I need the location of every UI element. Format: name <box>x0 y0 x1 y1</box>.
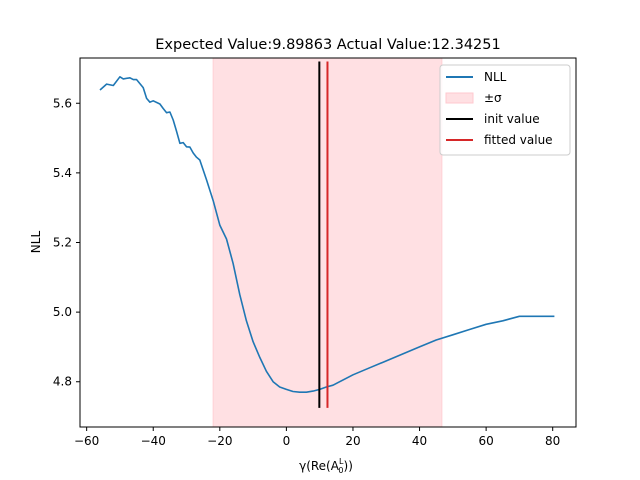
y-tick-label: 5.2 <box>53 236 72 250</box>
y-tick-label: 5.0 <box>53 305 72 319</box>
x-axis-label: γ(Re(AL 0)) <box>299 457 353 475</box>
plot-area: −60 −40 −20 0 20 40 60 80 4.8 5.0 5.2 5.4 5.6 <box>53 57 577 448</box>
y-axis-label: NLL <box>29 231 43 254</box>
y-tick-label: 5.6 <box>53 96 72 110</box>
x-tick-label: 60 <box>478 434 493 448</box>
x-axis-label-sub: 0 <box>338 466 343 475</box>
x-tick-label: 40 <box>412 434 427 448</box>
x-axis-label-sup: L <box>339 457 344 466</box>
x-tick-label: −20 <box>207 434 232 448</box>
x-tick-label: −40 <box>141 434 166 448</box>
x-tick-label: −60 <box>74 434 99 448</box>
x-axis-label-main: γ(Re(A <box>299 459 340 473</box>
legend-label: init value <box>484 112 540 126</box>
legend-label: ±σ <box>484 91 502 105</box>
legend: NLL ±σ init value fitted value <box>439 64 571 156</box>
legend-swatch-sigma <box>445 92 474 104</box>
x-tick-label: 20 <box>345 434 360 448</box>
x-axis-label-tail: )) <box>344 459 353 473</box>
series-line-nll <box>99 76 555 394</box>
x-tick-label: 0 <box>283 434 291 448</box>
x-tick-label: 80 <box>545 434 560 448</box>
y-tick-label: 5.4 <box>53 166 72 180</box>
chart-title: Expected Value:9.89863 Actual Value:12.3… <box>155 37 500 53</box>
legend-box <box>439 64 571 156</box>
legend-label: NLL <box>484 70 507 84</box>
legend-label: fitted value <box>484 133 553 147</box>
y-tick-label: 4.8 <box>53 375 72 389</box>
